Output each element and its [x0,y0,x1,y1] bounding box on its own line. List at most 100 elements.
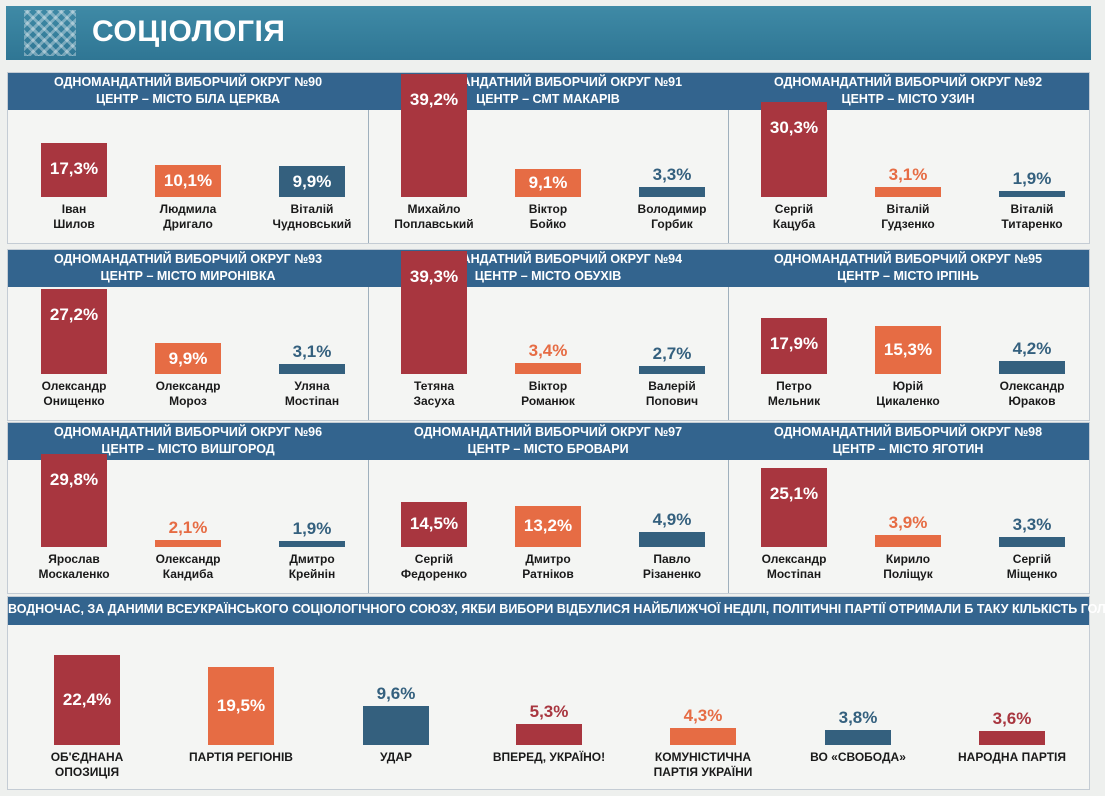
data-label: 3,3% [1012,514,1052,534]
data-label: 5,3% [529,701,569,721]
district-title-line1: ОДНОМАНДАТНИЙ ВИБОРЧИЙ ОКРУГ №90 [53,75,323,89]
bar-mark [155,540,221,547]
candidate-name-line: Міщенко [1006,567,1058,581]
bar-mark [41,142,107,197]
candidate-name-line: Горбик [651,217,693,231]
candidate-name-line: Петро [776,379,812,393]
data-label: 4,2% [1012,338,1052,358]
party-name-line: ОПОЗИЦІЯ [54,765,120,779]
bar-mark [999,536,1065,547]
candidate-name-line: Чудновський [272,217,352,231]
candidate-name: Людмила Дригало [133,202,243,232]
party-name-line: УДАР [379,750,413,764]
candidate-name: Володимир Горбик [617,202,727,232]
party-name: ВО «СВОБОДА» [783,750,933,765]
row-title-band [8,250,1089,287]
district-title-line1: ОДНОМАНДАТНИЙ ВИБОРЧИЙ ОКРУГ №95 [773,252,1043,266]
candidate-name: Олександр Мороз [133,379,243,409]
data-label: 14,5% [409,514,459,534]
bar-mark [41,453,107,547]
candidate-name-line: Іван [61,202,87,216]
candidate-name-line: Юраков [1008,394,1056,408]
candidate-name-line: Віталій [886,202,930,216]
row-title-band [8,423,1089,460]
district-row-panel: ОДНОМАНДАТНИЙ ВИБОРЧИЙ ОКРУГ №90 ЦЕНТР – … [7,72,1090,244]
bar-mark [401,250,467,374]
bar-mark [155,343,221,374]
district-row-panel: ОДНОМАНДАТНИЙ ВИБОРЧИЙ ОКРУГ №96 ЦЕНТР – … [7,422,1090,594]
data-label: 3,1% [292,342,332,362]
bar-mark [515,168,581,197]
data-label: 3,1% [888,165,928,185]
data-label: 29,8% [49,469,99,489]
candidate-name: Тетяна Засуха [379,379,489,409]
district-title-line1: ОДНОМАНДАТНИЙ ВИБОРЧИЙ ОКРУГ №93 [53,252,323,266]
data-label: 19,5% [216,695,266,715]
bar-mark [979,730,1045,745]
party-name-line: ПАРТІЯ УКРАЇНИ [653,765,753,779]
district-title: ОДНОМАНДАТНИЙ ВИБОРЧИЙ ОКРУГ №90 ЦЕНТР – … [8,74,368,108]
bar-mark [279,541,345,547]
candidate-name-line: Віктор [528,379,568,393]
district-title-line1: ОДНОМАНДАТНИЙ ВИБОРЧИЙ ОКРУГ №92 [773,75,1043,89]
candidate-name: Валерій Попович [617,379,727,409]
candidate-name-line: Тетяна [413,379,455,393]
candidate-name-line: Валерій [648,379,696,393]
party-name-line: ВО «СВОБОДА» [810,750,906,764]
candidate-name: Михайло Поплавський [379,202,489,232]
bar-mark [761,102,827,197]
data-label: 39,2% [409,90,459,110]
data-label: 9,9% [168,348,208,368]
candidate-name-line: Віталій [290,202,334,216]
district-title-line1: ОДНОМАНДАТНИЙ ВИБОРЧИЙ ОКРУГ №91 [413,75,683,89]
bar-mark [875,534,941,547]
bar-mark [639,365,705,374]
candidate-name-line: Кирило [885,552,931,566]
party-name: ПАРТІЯ РЕГІОНІВ [166,750,316,765]
candidate-name: Віктор Романюк [493,379,603,409]
bar-mark [999,360,1065,374]
data-label: 9,6% [376,684,416,704]
candidate-name-line: Сергій [774,202,814,216]
data-label: 3,6% [992,708,1032,728]
data-label: 17,9% [769,333,819,353]
ornament-icon [24,10,76,56]
district-title-line2: ЦЕНТР – МІСТО УЗИН [841,92,975,106]
data-label: 13,2% [523,516,573,536]
candidate-name-line: Романюк [521,394,575,408]
candidate-name: Віталій Гудзенко [853,202,963,232]
candidate-name: Ярослав Москаленко [19,552,129,582]
party-title: ВОДНОЧАС, ЗА ДАНИМИ ВСЕУКРАЇНСЬКОГО СОЦІ… [8,602,1105,616]
data-label: 2,7% [652,343,692,363]
candidate-name-line: Цикаленко [876,394,940,408]
candidate-name-line: Людмила [159,202,217,216]
data-label: 15,3% [883,340,933,360]
party-name: НАРОДНА ПАРТІЯ [937,750,1087,765]
district-title-line2: ЦЕНТР – МІСТО БРОВАРИ [467,442,629,456]
candidate-name-line: Олександр [155,379,221,393]
candidate-name-line: Мостіпан [766,567,822,581]
candidate-name-line: Сергій [1012,552,1052,566]
candidate-name: Сергій Міщенко [977,552,1087,582]
data-label: 10,1% [163,171,213,191]
candidate-name-line: Кандиба [162,567,214,581]
candidate-name-line: Дригало [163,217,213,231]
bar-mark [639,531,705,547]
candidate-name-line: Дмитро [289,552,335,566]
bar-mark [825,729,891,745]
candidate-name-line: Бойко [529,217,567,231]
candidate-name-line: Олександр [761,552,827,566]
data-label: 27,2% [49,304,99,324]
data-label: 9,9% [292,171,332,191]
party-name: ВПЕРЕД, УКРАЇНО! [474,750,624,765]
party-name: КОМУНІСТИЧНА ПАРТІЯ УКРАЇНИ [628,750,778,780]
column-divider [728,287,729,420]
bar-mark [401,501,467,547]
data-label: 9,1% [528,172,568,192]
bar-mark [875,187,941,197]
candidate-name-line: Юрій [892,379,924,393]
candidate-name: Олександр Кандиба [133,552,243,582]
candidate-name-line: Олександр [999,379,1065,393]
bar-mark [401,74,467,197]
candidate-name-line: Ярослав [48,552,100,566]
